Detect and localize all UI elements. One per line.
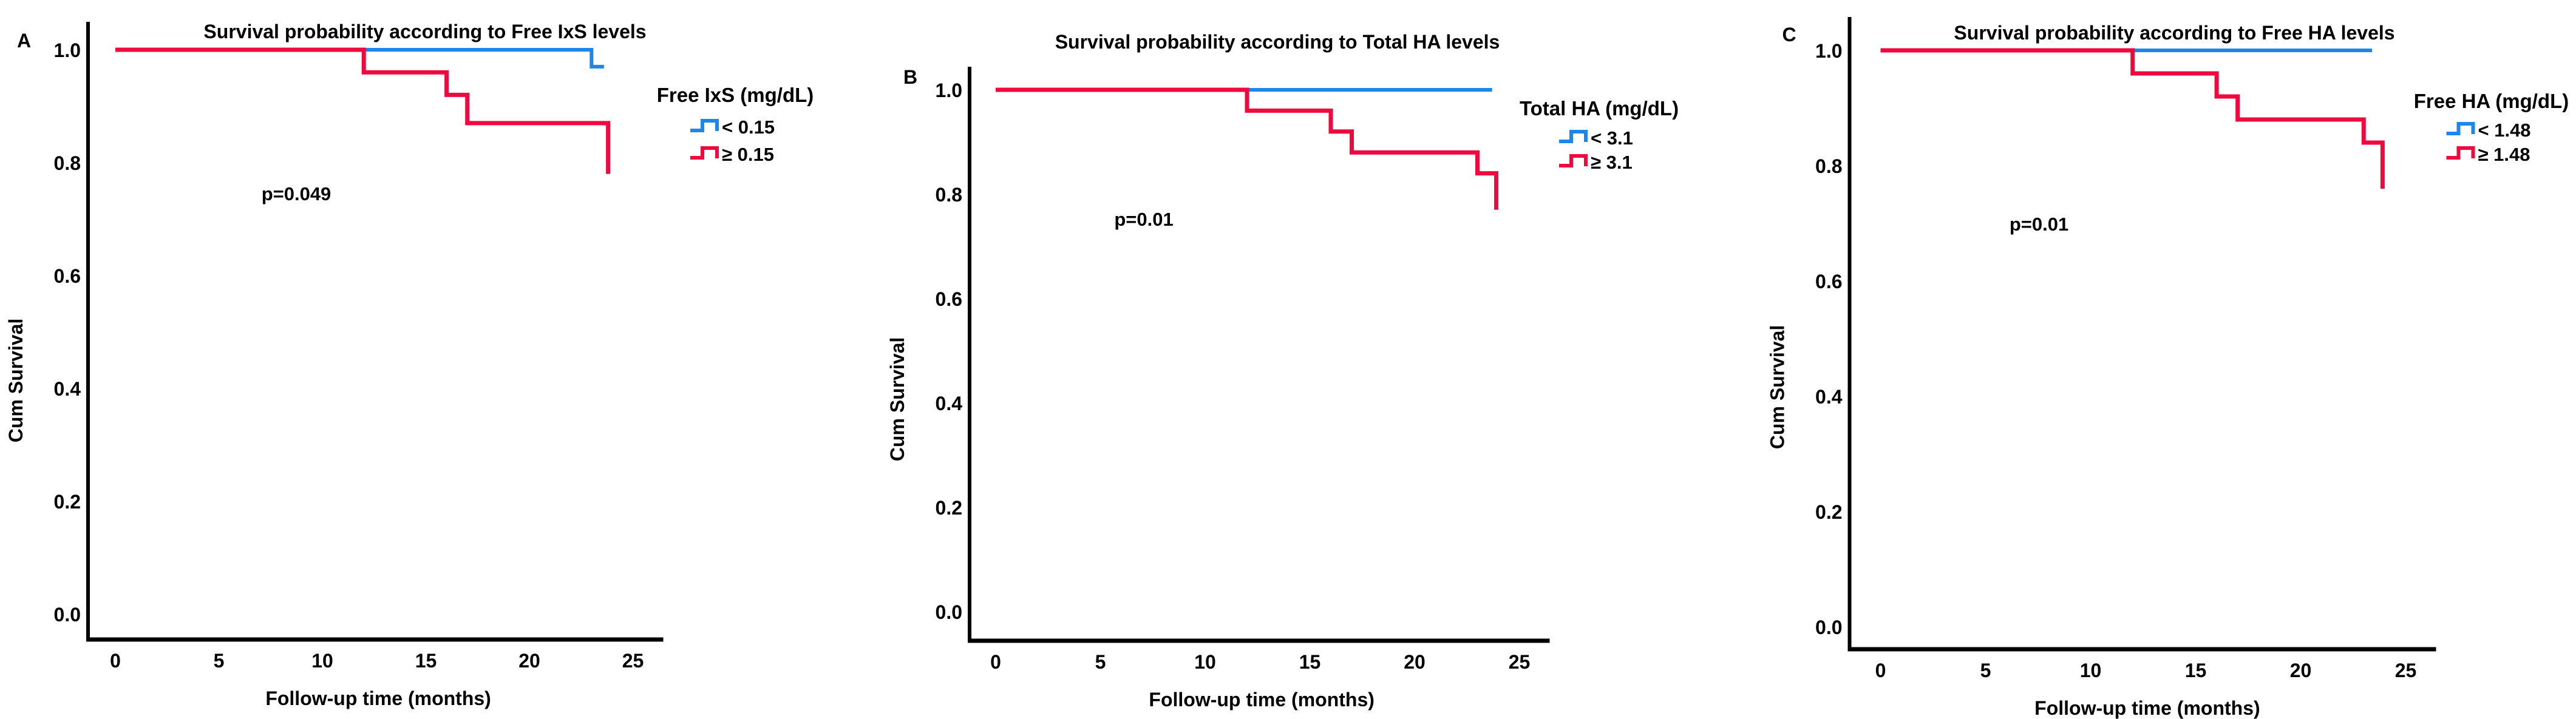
y-tick-label: 0.0 <box>1815 616 1842 638</box>
x-tick-label: 20 <box>2290 660 2312 681</box>
x-tick-label: 10 <box>2080 660 2102 681</box>
x-tick-label: 5 <box>1095 651 1106 673</box>
legend-step-icon-red <box>2446 146 2475 160</box>
y-tick-label: 1.0 <box>936 79 962 101</box>
y-axis-title: Cum Survival <box>1767 325 1789 450</box>
x-tick-label: 15 <box>2185 660 2207 681</box>
x-tick-label: 25 <box>1509 651 1531 673</box>
x-tick-label: 0 <box>110 650 121 672</box>
panel-b: B Survival probability according to Total… <box>858 0 1717 719</box>
x-tick-label: 5 <box>1980 660 1991 681</box>
y-tick-label: 0.0 <box>936 601 962 623</box>
p-value-label: p=0.01 <box>2010 214 2068 235</box>
x-axis-title: Follow-up time (months) <box>265 687 491 709</box>
y-axis-title: Cum Survival <box>886 337 908 462</box>
legend-item-label: ≥ 1.48 <box>2478 144 2530 165</box>
y-tick-label: 0.8 <box>54 152 81 174</box>
legend-step-icon-blue <box>2446 122 2475 135</box>
panel-c: C Survival probability according to Free … <box>1717 0 2576 719</box>
legend-item-label: ≥ 3.1 <box>1591 152 1633 173</box>
y-tick-label: 0.8 <box>1815 155 1842 177</box>
x-tick-label: 25 <box>622 650 644 672</box>
y-tick-label: 0.2 <box>936 497 962 519</box>
x-tick-label: 15 <box>415 650 437 672</box>
y-tick-label: 0.4 <box>1815 386 1843 408</box>
x-tick-label: 20 <box>1404 651 1426 673</box>
x-tick-label: 5 <box>214 650 225 672</box>
y-tick-label: 0.6 <box>54 265 81 287</box>
y-tick-label: 0.2 <box>1815 501 1842 523</box>
survival-chart-free-ixs: A Survival probability according to Free … <box>5 21 814 709</box>
legend-step-icon-red <box>1559 154 1588 167</box>
chart-title: Survival probability according to Free H… <box>1954 22 2394 44</box>
y-axis-title: Cum Survival <box>5 319 27 443</box>
y-tick-label: 0.8 <box>936 184 962 206</box>
legend-item-label: < 3.1 <box>1591 127 1633 149</box>
y-tick-label: 1.0 <box>1815 40 1842 62</box>
x-tick-label: 10 <box>311 650 333 672</box>
survival-curve-red <box>996 87 1498 210</box>
survival-chart-free-ha: C Survival probability according to Free … <box>1767 17 2569 719</box>
x-tick-label: 25 <box>2395 660 2417 681</box>
x-tick-label: 0 <box>990 651 1001 673</box>
x-tick-label: 10 <box>1194 651 1216 673</box>
x-tick-label: 15 <box>1299 651 1321 673</box>
y-tick-label: 0.4 <box>54 378 81 400</box>
y-tick-label: 0.2 <box>54 491 81 513</box>
x-tick-label: 20 <box>518 650 540 672</box>
legend-title: Free HA (mg/dL) <box>2414 90 2569 112</box>
y-tick-label: 0.6 <box>936 288 962 310</box>
x-axis-title: Follow-up time (months) <box>2034 697 2260 719</box>
legend-item-label: < 1.48 <box>2478 120 2531 141</box>
legend-title: Free IxS (mg/dL) <box>657 84 814 106</box>
y-tick-label: 0.4 <box>936 393 963 414</box>
legend-item-label: < 0.15 <box>722 116 775 138</box>
x-axis-title: Follow-up time (months) <box>1149 689 1374 711</box>
legend-step-icon-red <box>690 146 719 160</box>
legend-title: Total HA (mg/dL) <box>1520 97 1679 120</box>
legend-item-label: ≥ 0.15 <box>722 144 774 165</box>
legend-step-icon-blue <box>1559 130 1588 143</box>
chart-title: Survival probability according to Free I… <box>203 21 646 42</box>
chart-title: Survival probability according to Total … <box>1055 31 1500 53</box>
survival-curve-red <box>115 47 611 174</box>
p-value-label: p=0.01 <box>1114 209 1173 230</box>
y-tick-label: 1.0 <box>54 39 81 61</box>
panel-a: A Survival probability according to Free … <box>0 0 858 719</box>
survival-chart-total-ha: B Survival probability according to Total… <box>886 31 1679 711</box>
survival-curve-red <box>1880 48 2385 189</box>
survival-curve-blue <box>115 48 604 69</box>
panel-label: B <box>903 66 917 88</box>
panel-label: C <box>1782 24 1796 46</box>
panel-label: A <box>17 30 31 52</box>
p-value-label: p=0.049 <box>262 183 331 204</box>
x-tick-label: 0 <box>1875 660 1886 681</box>
y-tick-label: 0.0 <box>54 604 81 626</box>
legend-step-icon-blue <box>690 119 719 132</box>
y-tick-label: 0.6 <box>1815 271 1842 292</box>
